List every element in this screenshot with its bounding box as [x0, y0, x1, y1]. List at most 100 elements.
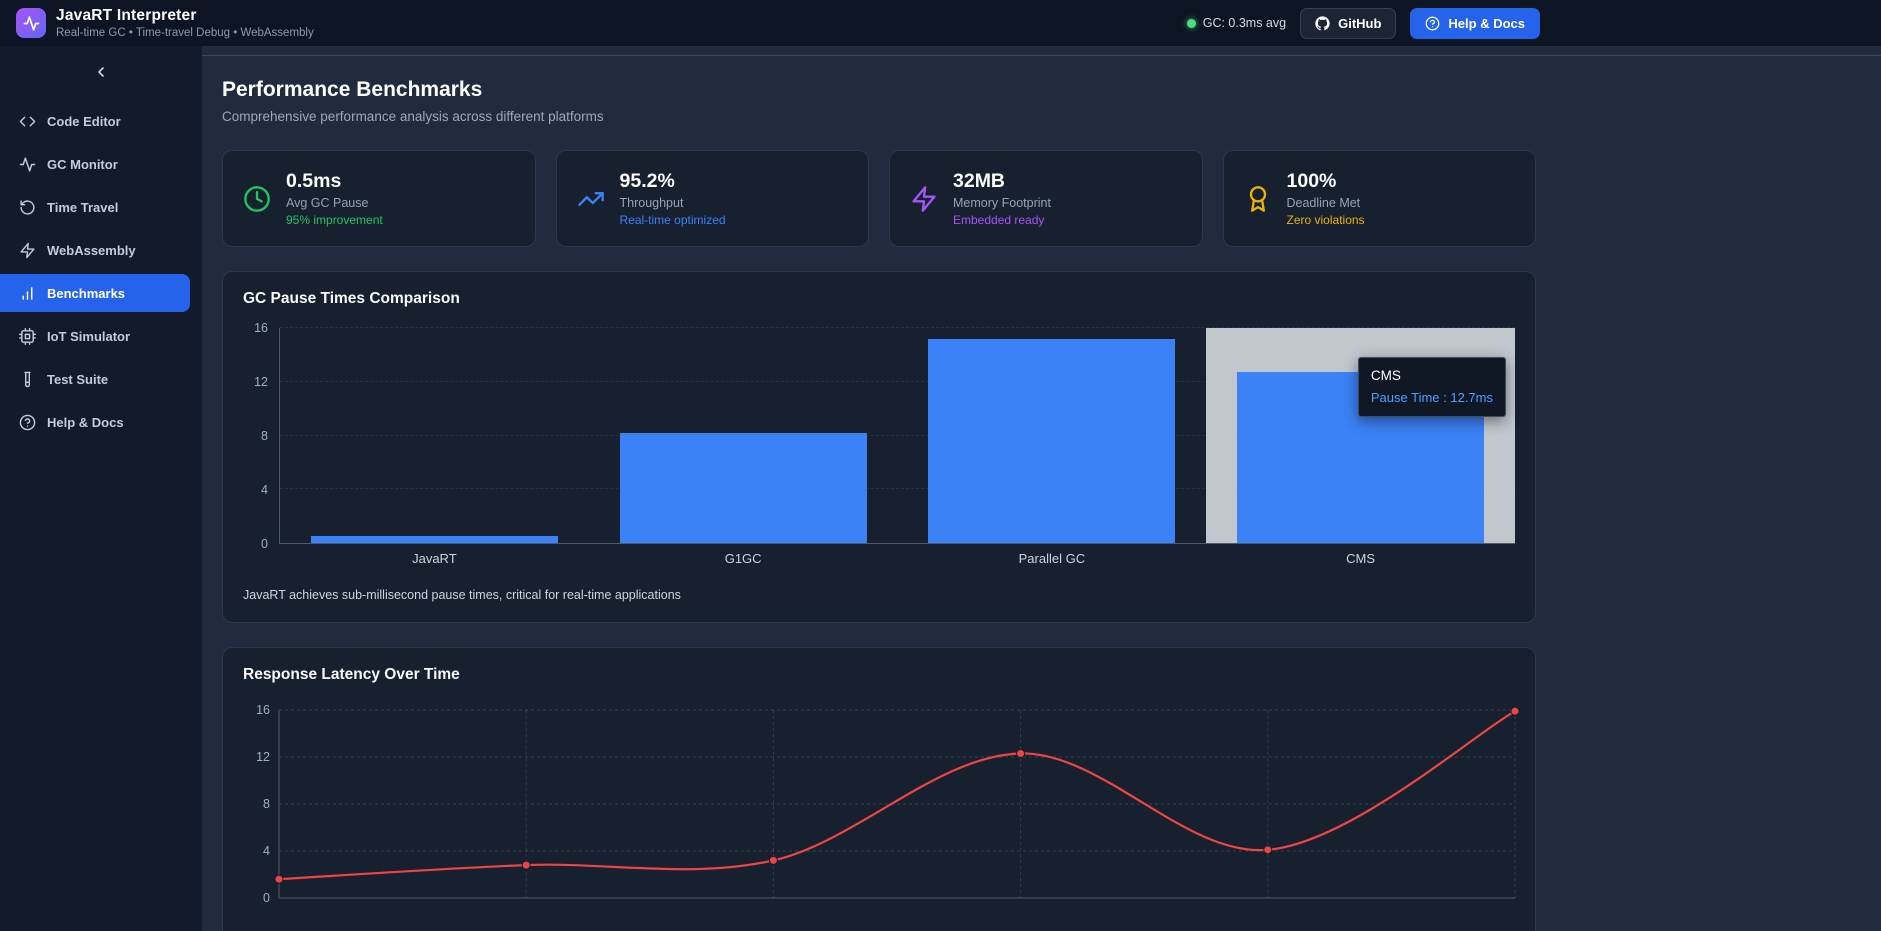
help-circle-icon [1425, 16, 1440, 31]
gc-status: GC: 0.3ms avg [1186, 16, 1287, 30]
stat-note: Embedded ready [953, 213, 1045, 227]
bar-chart: 0 4 8 12 16 JavaRT G1GC Parallel GC CMS CMS Pause… [243, 321, 1515, 572]
sidebar-item-label: GC Monitor [47, 156, 118, 172]
stat-text: 100% Deadline Met Zero violations [1287, 170, 1365, 227]
latency-line [278, 710, 1516, 881]
test-tube-icon [19, 371, 36, 388]
award-icon [1244, 185, 1272, 213]
activity-icon [19, 156, 36, 173]
page-title: Performance Benchmarks [222, 78, 483, 101]
sidebar-item-code-editor[interactable]: Code Editor [0, 102, 190, 140]
help-circle-icon [19, 414, 36, 431]
chart-tooltip: CMS Pause Time : 12.7ms [1357, 357, 1506, 417]
latency-chart-card: Response Latency Over Time 0 4 8 12 16 [222, 647, 1536, 931]
sidebar-item-iot-simulator[interactable]: IoT Simulator [0, 317, 190, 355]
header-actions: GC: 0.3ms avg GitHub Help & Docs [1186, 7, 1540, 39]
bar-parallel-gc[interactable]: Parallel GC [898, 328, 1207, 566]
bar-cms[interactable]: CMS CMS Pause Time : 12.7ms [1206, 328, 1515, 566]
stat-card-throughput: 95.2% Throughput Real-time optimized [555, 150, 869, 247]
data-point [1510, 706, 1520, 716]
y-axis-label: 12 [254, 375, 268, 389]
sidebar-item-webassembly[interactable]: WebAssembly [0, 231, 190, 269]
sidebar-item-test-suite[interactable]: Test Suite [0, 360, 190, 398]
gc-status-label: GC: 0.3ms avg [1202, 16, 1287, 30]
stat-note: Real-time optimized [619, 213, 726, 227]
y-axis-label: 16 [256, 703, 270, 717]
sidebar-item-gc-monitor[interactable]: GC Monitor [0, 145, 190, 183]
bar-chart-y-axis: 0 4 8 12 16 [243, 321, 279, 551]
gc-pause-chart-card: GC Pause Times Comparison 0 4 8 12 16 JavaRT… [222, 271, 1536, 623]
sidebar-item-label: IoT Simulator [47, 328, 131, 344]
page-subtitle: Comprehensive performance analysis acros… [222, 109, 604, 124]
sidebar-item-label: Help & Docs [47, 414, 124, 430]
bar-g1gc[interactable]: G1GC [589, 328, 898, 566]
clock-icon [243, 185, 271, 213]
line-chart: 0 4 8 12 16 [256, 703, 1520, 905]
gridline [280, 380, 1515, 382]
help-button-label: Help & Docs [1448, 15, 1525, 31]
sidebar-nav: Code Editor GC Monitor Time Travel WebAssem… [0, 102, 202, 441]
stat-note: 95% improvement [286, 213, 383, 227]
github-icon [1315, 15, 1330, 31]
bar-chart-caption: JavaRT achieves sub-millisecond pause ti… [243, 588, 681, 602]
bar-rect [928, 338, 1176, 543]
sidebar: Code Editor GC Monitor Time Travel WebAssem… [0, 46, 202, 931]
stat-value: 0.5ms [286, 170, 342, 192]
y-axis-label: 8 [261, 429, 268, 443]
history-icon [19, 199, 36, 216]
data-point [1016, 748, 1026, 758]
data-point [768, 855, 778, 865]
brand-text: JavaRT Interpreter Real-time GC • Time-t… [56, 7, 314, 39]
app-logo-icon [16, 8, 46, 38]
stat-note: Zero violations [1286, 213, 1365, 227]
stat-card-avg-gc-pause: 0.5ms Avg GC Pause 95% improvement [222, 150, 536, 247]
data-point [274, 874, 284, 884]
stat-text: 95.2% Throughput Real-time optimized [620, 170, 726, 227]
y-axis-label: 8 [263, 797, 270, 811]
x-axis-label: CMS [1346, 551, 1376, 566]
y-axis-label: 4 [261, 483, 268, 497]
sidebar-item-label: WebAssembly [47, 242, 136, 258]
stat-value: 100% [1286, 170, 1337, 192]
help-docs-button[interactable]: Help & Docs [1410, 7, 1540, 39]
sidebar-item-benchmarks[interactable]: Benchmarks [0, 274, 190, 312]
stat-value: 32MB [953, 170, 1006, 192]
sidebar-item-label: Benchmarks [47, 285, 126, 301]
code-icon [19, 113, 36, 130]
stat-label: Memory Footprint [953, 196, 1051, 210]
zap-icon [910, 185, 938, 213]
zap-icon [19, 242, 36, 259]
bar-javart[interactable]: JavaRT [280, 328, 589, 566]
bar-chart-icon [19, 285, 36, 302]
github-button[interactable]: GitHub [1300, 7, 1397, 39]
data-point [521, 860, 531, 870]
sidebar-item-time-travel[interactable]: Time Travel [0, 188, 190, 226]
data-point [1263, 845, 1273, 855]
sidebar-collapse-button[interactable] [86, 58, 116, 86]
x-axis-label: G1GC [724, 551, 762, 566]
x-axis-label: JavaRT [412, 551, 457, 566]
app-title: JavaRT Interpreter [56, 7, 197, 24]
sidebar-item-help-docs[interactable]: Help & Docs [0, 403, 190, 441]
trending-up-icon [577, 185, 605, 213]
gridline [280, 488, 1515, 490]
stat-text: 32MB Memory Footprint Embedded ready [953, 170, 1051, 227]
content: Performance Benchmarks Comprehensive per… [202, 56, 1556, 931]
stat-text: 0.5ms Avg GC Pause 95% improvement [286, 170, 383, 227]
y-axis-label: 4 [263, 844, 270, 858]
sidebar-item-label: Test Suite [47, 371, 109, 387]
gridline [280, 434, 1515, 436]
stat-card-memory-footprint: 32MB Memory Footprint Embedded ready [889, 150, 1203, 247]
sidebar-item-label: Time Travel [47, 199, 119, 215]
stat-card-deadline-met: 100% Deadline Met Zero violations [1222, 150, 1536, 247]
tooltip-value: Pause Time : 12.7ms [1370, 390, 1493, 405]
cpu-icon [19, 327, 36, 345]
content-divider [202, 55, 1881, 56]
y-axis-label: 16 [254, 321, 268, 335]
y-axis-label: 0 [263, 891, 270, 905]
stat-value: 95.2% [619, 170, 675, 192]
sidebar-item-label: Code Editor [47, 113, 121, 129]
github-button-label: GitHub [1338, 15, 1382, 31]
y-axis-label: 12 [256, 750, 270, 764]
x-axis-label: Parallel GC [1018, 551, 1086, 566]
